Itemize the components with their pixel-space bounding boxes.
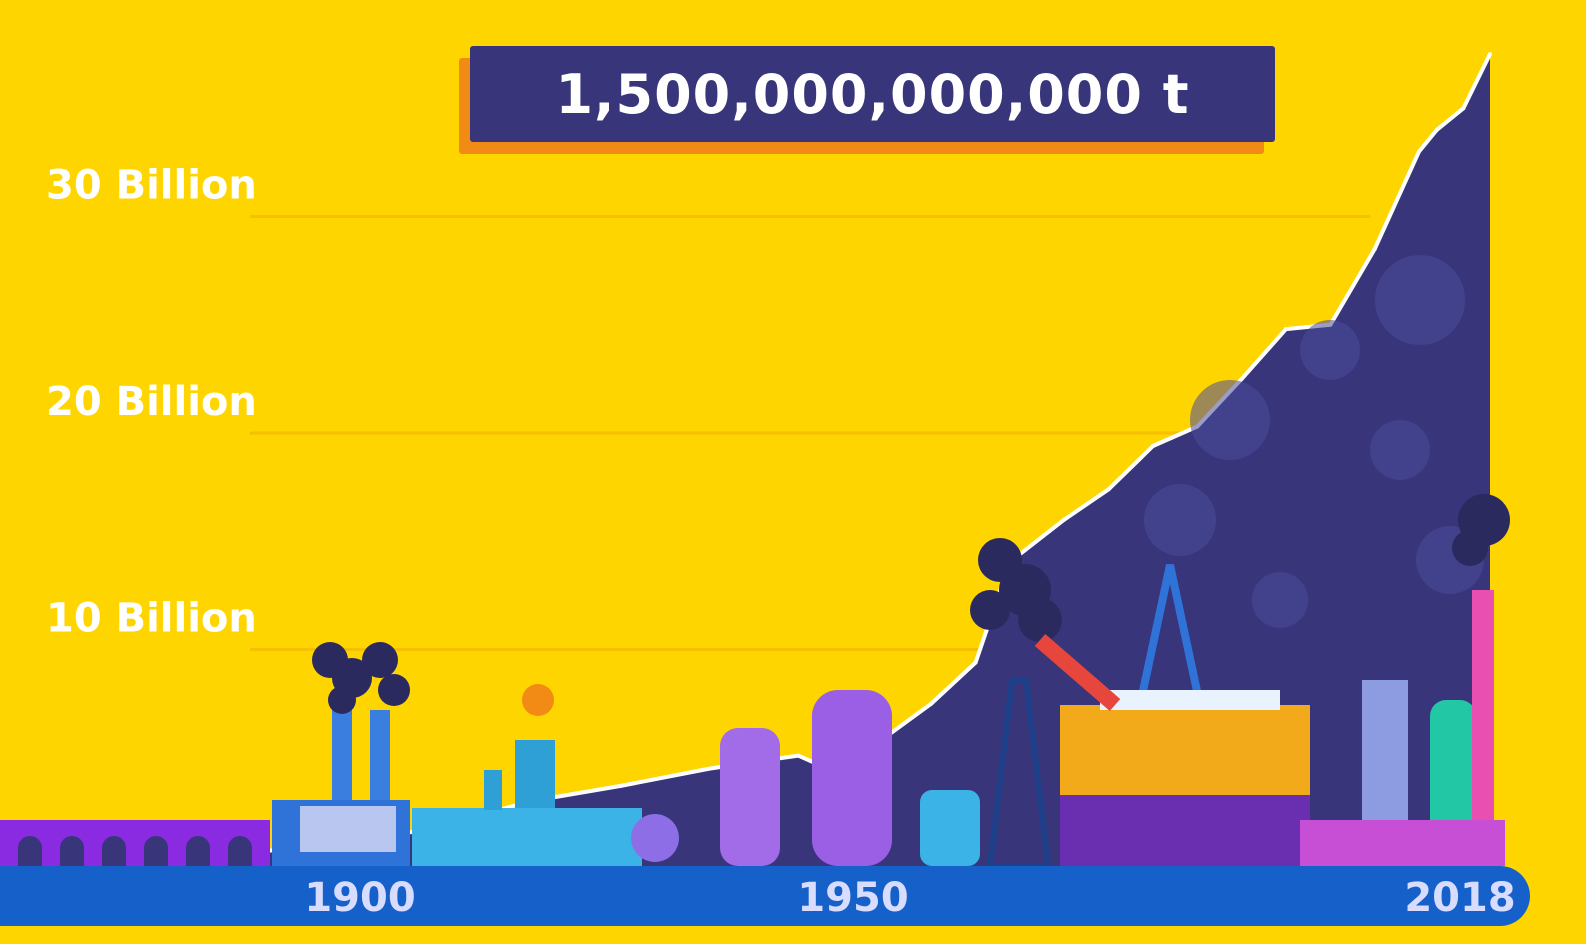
emissions-data-point bbox=[1488, 52, 1492, 57]
y-tick-label: 30 Billion bbox=[46, 163, 257, 209]
y-tick-label: 20 Billion bbox=[46, 379, 257, 425]
emissions-data-point bbox=[929, 701, 934, 706]
x-tick-label: 1900 bbox=[304, 875, 415, 921]
tank-icon bbox=[720, 728, 780, 866]
emissions-data-point bbox=[796, 753, 801, 758]
emissions-data-point bbox=[1434, 127, 1439, 132]
tank-icon bbox=[920, 790, 980, 866]
emissions-area-fill bbox=[0, 54, 1490, 867]
smoke-blob bbox=[1144, 484, 1216, 556]
x-axis-band bbox=[0, 866, 1530, 926]
emissions-data-point bbox=[1284, 327, 1289, 332]
plant-base-icon bbox=[1300, 820, 1505, 866]
smoke-icon bbox=[1452, 530, 1488, 566]
platform-deck-icon bbox=[1100, 690, 1280, 710]
y-tick-labels: 10 Billion 20 Billion 30 Billion bbox=[46, 163, 257, 642]
viaduct-arch-icon bbox=[102, 836, 126, 866]
industry-illustration bbox=[0, 494, 1510, 869]
smoke-blob bbox=[1370, 420, 1430, 480]
tower-icon bbox=[515, 740, 555, 808]
viaduct-arch-icon bbox=[60, 836, 84, 866]
y-tick-label: 10 Billion bbox=[46, 596, 257, 642]
emissions-data-point bbox=[1239, 376, 1244, 381]
tank-icon bbox=[812, 690, 892, 866]
total-emissions-value: 1,500,000,000,000 t bbox=[555, 62, 1190, 126]
viaduct-arch-icon bbox=[144, 836, 168, 866]
smoke-icon bbox=[328, 686, 356, 714]
x-tick-labels: 1900 1950 2018 bbox=[304, 875, 1515, 921]
smoke-blob bbox=[1375, 255, 1465, 345]
viaduct-arch-icon bbox=[18, 836, 42, 866]
workshop-icon bbox=[412, 808, 642, 866]
factory-window-icon bbox=[300, 806, 396, 852]
smoke-blob bbox=[1300, 320, 1360, 380]
emissions-data-point bbox=[1417, 149, 1422, 154]
chimney-icon bbox=[484, 770, 502, 810]
total-emissions-counter: 1,500,000,000,000 t bbox=[470, 46, 1275, 142]
emissions-data-point bbox=[1372, 246, 1377, 251]
emissions-data-point bbox=[1461, 106, 1466, 111]
smoke-blob bbox=[1252, 572, 1308, 628]
smoke-icon bbox=[1018, 598, 1062, 642]
viaduct-arch-icon bbox=[228, 836, 252, 866]
viaduct-arch-icon bbox=[186, 836, 210, 866]
chimney-icon bbox=[370, 710, 390, 800]
emissions-data-point bbox=[973, 660, 978, 665]
x-tick-label: 1950 bbox=[797, 875, 908, 921]
chimney-icon bbox=[332, 700, 352, 800]
pipe-icon bbox=[631, 814, 679, 862]
x-tick-label: 2018 bbox=[1404, 875, 1515, 921]
smoke-icon bbox=[362, 642, 398, 678]
stack-icon bbox=[1472, 590, 1494, 866]
emissions-data-point bbox=[1062, 517, 1067, 522]
x-axis-bar bbox=[0, 866, 1530, 926]
oil-platform-icon bbox=[1060, 705, 1310, 800]
emissions-data-point bbox=[1150, 443, 1155, 448]
smoke-icon bbox=[970, 590, 1010, 630]
flame-icon bbox=[522, 684, 554, 716]
smoke-blob bbox=[1190, 380, 1270, 460]
viaduct-icon bbox=[0, 820, 270, 866]
crane-icon bbox=[1034, 633, 1121, 712]
emissions-data-point bbox=[618, 783, 623, 788]
platform-base-icon bbox=[1060, 795, 1310, 866]
emissions-data-point bbox=[1106, 487, 1111, 492]
emissions-data-point bbox=[707, 766, 712, 771]
smoke-icon bbox=[378, 674, 410, 706]
